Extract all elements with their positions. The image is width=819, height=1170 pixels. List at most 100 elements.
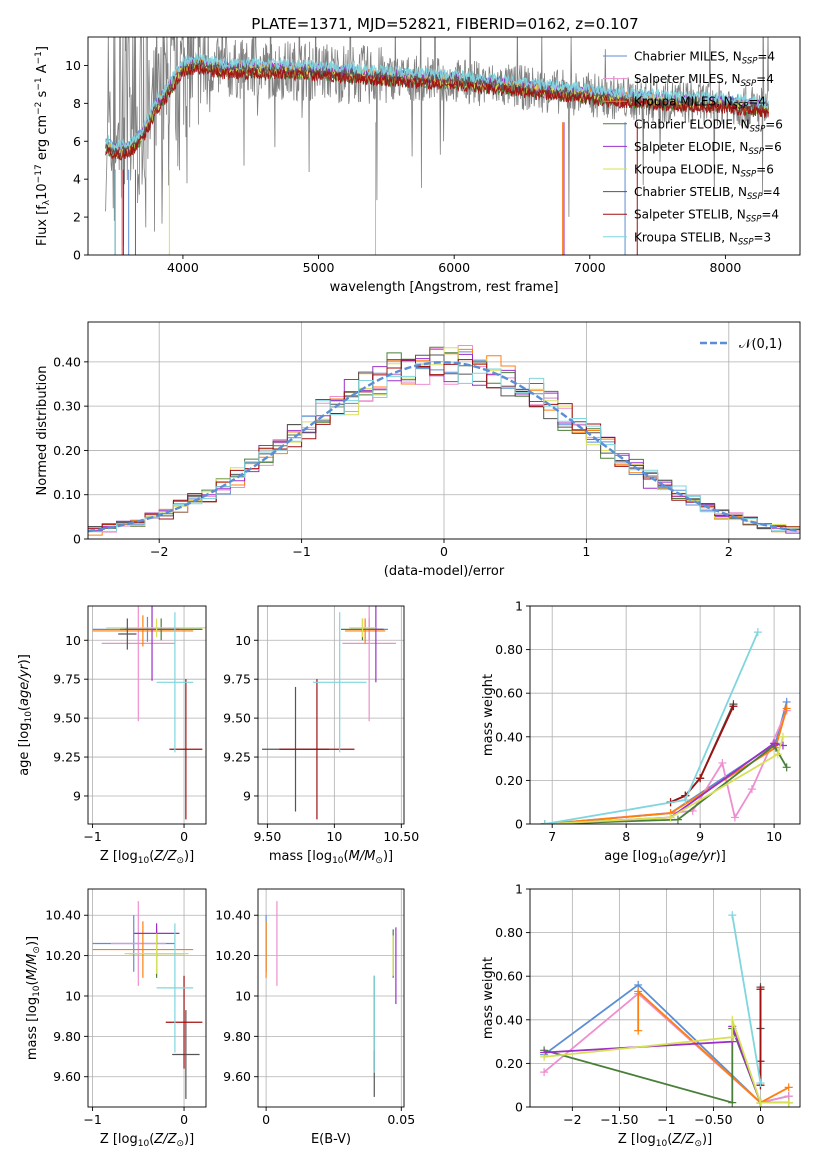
y-tick-label: 10 xyxy=(235,988,251,1003)
x-tick-label: −1 xyxy=(83,1112,101,1127)
axes-frame xyxy=(87,605,207,825)
weight-marker-salpeter_miles xyxy=(747,785,756,794)
y-tick-label: 0.20 xyxy=(53,443,81,458)
y-tick-label: 0.10 xyxy=(53,487,81,502)
y-tick-label: 0.80 xyxy=(495,642,523,657)
x-tick-label: 8 xyxy=(622,829,630,844)
x-tick-label: 5000 xyxy=(303,260,335,275)
y-tick-label: 0.60 xyxy=(495,969,523,984)
axes-frame xyxy=(529,605,801,825)
model-spectrum-chabrier_stelib xyxy=(105,57,769,157)
y-axis-label: mass [log10(M/M⊙)] xyxy=(25,936,42,1060)
y-axis-label: Normed distribution xyxy=(35,366,50,496)
legend-label: Chabrier MILES, NSSP=4 xyxy=(634,50,775,67)
legend-label: Chabrier STELIB, NSSP=4 xyxy=(634,185,780,202)
y-tick-label: 0 xyxy=(515,817,523,832)
x-axis-label: Z [log10(Z/Z⊙)] xyxy=(100,1132,194,1149)
weight-marker-salpeter_elodie xyxy=(770,739,779,748)
y-tick-label: 0.40 xyxy=(53,354,81,369)
x-tick-label: 7000 xyxy=(574,260,606,275)
weight-marker-salpeter_stelib xyxy=(729,702,738,711)
y-tick-label: 10.40 xyxy=(215,908,251,923)
x-tick-label: −1 xyxy=(292,544,310,559)
x-tick-label: 0 xyxy=(180,829,188,844)
weight-marker-kroupa_miles xyxy=(634,987,643,996)
plot-area xyxy=(540,911,793,1107)
y-tick-label: 10 xyxy=(65,633,81,648)
legend-label: Kroupa MILES, NSSP=4 xyxy=(634,95,766,112)
weight-marker-kroupa_elodie xyxy=(728,1033,737,1042)
y-tick-label: 0.20 xyxy=(495,1056,523,1071)
weight-line-salpeter_miles xyxy=(544,710,788,824)
weight-marker-salpeter_stelib xyxy=(756,1057,765,1066)
mass-vs-extinction-panel: 0 0.05 9.60 9.80 10 10.20 10.40 E(B-V) xyxy=(215,888,415,1147)
x-tick-label: −1.50 xyxy=(600,1112,638,1127)
x-tick-label: −1 xyxy=(657,1112,675,1127)
x-tick-label: 2 xyxy=(725,544,733,559)
y-tick-label: 0.40 xyxy=(495,729,523,744)
legend-label: Salpeter MILES, NSSP=4 xyxy=(634,72,774,89)
mass-vs-metallicity-panel: −1 0 9.60 9.80 10 10.20 10.40 Z [log10(Z/Z⊙)] ma… xyxy=(25,888,207,1149)
x-tick-label: 10.50 xyxy=(383,829,419,844)
y-tick-label: 9.50 xyxy=(223,711,251,726)
spectrum-panel: 4000 5000 6000 7000 8000 0 2 4 6 8 10 wavelength [A… xyxy=(34,36,801,295)
x-tick-label: 1 xyxy=(582,544,590,559)
y-tick-label: 9.75 xyxy=(223,672,251,687)
weight-marker-chabrier_elodie xyxy=(673,815,682,824)
figure-title: PLATE=1371, MJD=52821, FIBERID=0162, z=0… xyxy=(251,15,638,33)
y-tick-label: 1 xyxy=(515,599,523,614)
weight-marker-kroupa_elodie xyxy=(778,732,787,741)
weight-line-kroupa_stelib xyxy=(731,915,762,1084)
weight-marker-kroupa_miles xyxy=(634,1026,643,1035)
y-tick-label: 0.40 xyxy=(495,1012,523,1027)
y-tick-label: 10 xyxy=(65,58,81,73)
weight-marker-chabrier_elodie xyxy=(728,1098,737,1107)
y-tick-label: 10 xyxy=(235,633,251,648)
legend-label: Salpeter ELODIE, NSSP=6 xyxy=(634,140,782,157)
x-axis-label: mass [log10(M/M⊙)] xyxy=(269,849,393,866)
y-tick-label: 10.20 xyxy=(215,948,251,963)
x-tick-label: 9.50 xyxy=(253,829,281,844)
y-tick-label: 6 xyxy=(73,134,81,149)
x-axis-label: E(B-V) xyxy=(311,1132,351,1147)
y-tick-label: 0 xyxy=(515,1100,523,1115)
y-tick-label: 1 xyxy=(515,882,523,897)
axes-frame xyxy=(257,605,405,825)
x-tick-label: 7 xyxy=(548,829,556,844)
x-tick-label: 10 xyxy=(766,829,782,844)
y-tick-label: 9.25 xyxy=(53,750,81,765)
model-spectrum-kroupa_stelib xyxy=(105,52,769,152)
y-tick-label: 9.60 xyxy=(53,1069,81,1084)
gaussian-reference-curve xyxy=(88,361,800,533)
plot-area xyxy=(540,628,791,824)
legend-label: Kroupa STELIB, NSSP=3 xyxy=(634,230,771,247)
weight-marker-kroupa_stelib xyxy=(756,1079,765,1088)
x-tick-label: −2 xyxy=(563,1112,581,1127)
y-tick-label: 0.60 xyxy=(495,686,523,701)
weight-vs-age-panel: 7 8 9 10 0 0.20 0.40 0.60 0.80 1 age [log10(age/yr… xyxy=(481,599,801,866)
weight-line-kroupa_miles xyxy=(544,708,788,824)
legend-label: Chabrier ELODIE, NSSP=6 xyxy=(634,117,783,134)
weight-marker-kroupa_elodie xyxy=(756,1098,765,1107)
x-axis-label: wavelength [Angstrom, rest frame] xyxy=(330,280,559,295)
x-axis-label: Z [log10(Z/Z⊙)] xyxy=(100,849,194,866)
x-axis-label: (data-model)/error xyxy=(384,564,505,579)
weight-marker-kroupa_miles xyxy=(782,704,791,713)
weight-marker-kroupa_stelib xyxy=(753,628,762,637)
weight-line-kroupa_miles xyxy=(637,989,790,1104)
y-tick-label: 9.25 xyxy=(223,750,251,765)
weight-line-salpeter_elodie xyxy=(544,742,784,824)
y-tick-label: 2 xyxy=(73,210,81,225)
plot-area xyxy=(262,606,396,820)
y-tick-label: 10 xyxy=(65,988,81,1003)
x-tick-label: −1 xyxy=(83,829,101,844)
weight-line-kroupa_stelib xyxy=(544,631,759,824)
weight-marker-kroupa_elodie xyxy=(728,1015,737,1024)
weight-line-chabrier_elodie xyxy=(544,744,788,824)
weight-marker-kroupa_elodie xyxy=(540,1052,549,1061)
residual-histogram-panel: −2 −1 0 1 2 0 0.10 0.20 0.30 0.40 (data-model)/err… xyxy=(35,321,801,579)
y-tick-label: 0.80 xyxy=(495,925,523,940)
y-tick-label: 9.50 xyxy=(53,711,81,726)
y-tick-label: 9.60 xyxy=(223,1069,251,1084)
